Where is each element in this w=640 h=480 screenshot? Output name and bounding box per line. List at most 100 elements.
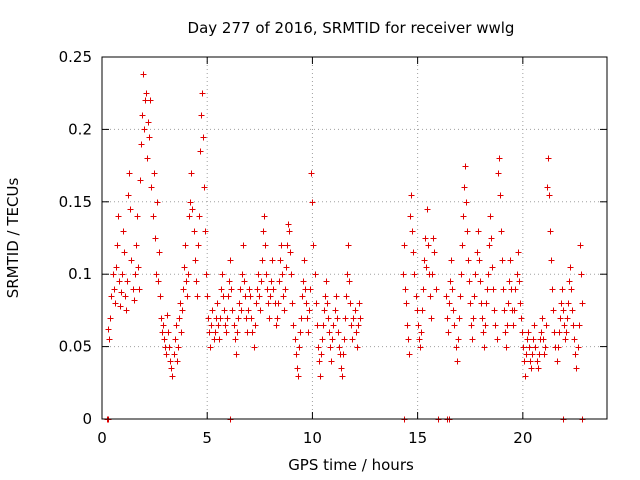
- data-point: [321, 307, 328, 314]
- data-point: [141, 126, 148, 133]
- data-point: [540, 336, 547, 343]
- data-point: [249, 329, 256, 336]
- data-point: [304, 315, 311, 322]
- data-point: [175, 344, 182, 351]
- data-point: [235, 315, 242, 322]
- data-point: [293, 351, 300, 358]
- data-point: [115, 213, 122, 220]
- data-point: [458, 271, 465, 278]
- data-point: [212, 329, 219, 336]
- x-tick-label: 10: [303, 429, 322, 447]
- data-point: [500, 286, 507, 293]
- data-point: [146, 134, 153, 141]
- data-point: [123, 307, 130, 314]
- data-point: [147, 97, 154, 104]
- data-point: [571, 336, 578, 343]
- data-point: [257, 307, 264, 314]
- data-point: [446, 300, 453, 307]
- data-point: [228, 286, 235, 293]
- data-point: [352, 307, 359, 314]
- data-point: [260, 228, 267, 235]
- data-point: [332, 307, 339, 314]
- data-point: [555, 344, 562, 351]
- data-point: [156, 249, 163, 256]
- data-point: [355, 322, 362, 329]
- data-point: [285, 221, 292, 228]
- data-point: [459, 242, 466, 249]
- data-point: [266, 315, 273, 322]
- data-point: [172, 336, 179, 343]
- data-point: [310, 242, 317, 249]
- data-point: [353, 329, 360, 336]
- data-point: [239, 271, 246, 278]
- data-point: [122, 293, 129, 300]
- data-point: [114, 242, 121, 249]
- data-point: [545, 155, 552, 162]
- data-point: [107, 315, 114, 322]
- data-point: [477, 278, 484, 285]
- data-point: [429, 271, 436, 278]
- data-point: [515, 249, 522, 256]
- data-point: [572, 351, 579, 358]
- data-point: [497, 192, 504, 199]
- data-point: [463, 199, 470, 206]
- data-point: [566, 278, 573, 285]
- data-point: [407, 213, 414, 220]
- data-point: [454, 358, 461, 365]
- data-point: [489, 264, 496, 271]
- y-tick-label: 0.25: [59, 48, 92, 66]
- data-point: [400, 271, 407, 278]
- data-point: [144, 155, 151, 162]
- data-point: [567, 264, 574, 271]
- data-point: [563, 329, 570, 336]
- data-point: [200, 134, 207, 141]
- data-point: [450, 307, 457, 314]
- data-point: [124, 278, 131, 285]
- data-point: [447, 278, 454, 285]
- data-point: [116, 278, 123, 285]
- data-point: [550, 307, 557, 314]
- data-point: [207, 344, 214, 351]
- data-point: [320, 322, 327, 329]
- data-point: [342, 315, 349, 322]
- data-point: [182, 242, 189, 249]
- data-point: [559, 286, 566, 293]
- data-point: [330, 322, 337, 329]
- data-point: [308, 170, 315, 177]
- data-point: [133, 242, 140, 249]
- data-point: [403, 300, 410, 307]
- y-tick-label: 0: [82, 410, 92, 428]
- data-point: [287, 249, 294, 256]
- data-point: [187, 199, 194, 206]
- data-point: [548, 257, 555, 264]
- data-point: [314, 322, 321, 329]
- data-point: [356, 300, 363, 307]
- data-point: [204, 293, 211, 300]
- data-point: [231, 322, 238, 329]
- data-point: [312, 271, 319, 278]
- data-point: [201, 184, 208, 191]
- data-point: [492, 322, 499, 329]
- data-point: [137, 177, 144, 184]
- data-point: [336, 344, 343, 351]
- data-point: [110, 271, 117, 278]
- data-point: [565, 300, 572, 307]
- data-point: [328, 358, 335, 365]
- data-point: [152, 235, 159, 242]
- data-point: [425, 242, 432, 249]
- chart-title: Day 277 of 2016, SRMTID for receiver wwl…: [188, 19, 515, 37]
- data-point: [270, 286, 277, 293]
- data-point: [209, 307, 216, 314]
- data-point: [424, 206, 431, 213]
- data-point: [486, 242, 493, 249]
- data-point: [417, 344, 424, 351]
- data-point: [348, 322, 355, 329]
- data-point: [421, 257, 428, 264]
- y-tick-label: 0.15: [59, 193, 92, 211]
- data-point: [418, 329, 425, 336]
- data-point: [327, 344, 334, 351]
- data-point: [155, 278, 162, 285]
- data-point: [570, 322, 577, 329]
- data-point: [345, 242, 352, 249]
- data-point: [259, 257, 266, 264]
